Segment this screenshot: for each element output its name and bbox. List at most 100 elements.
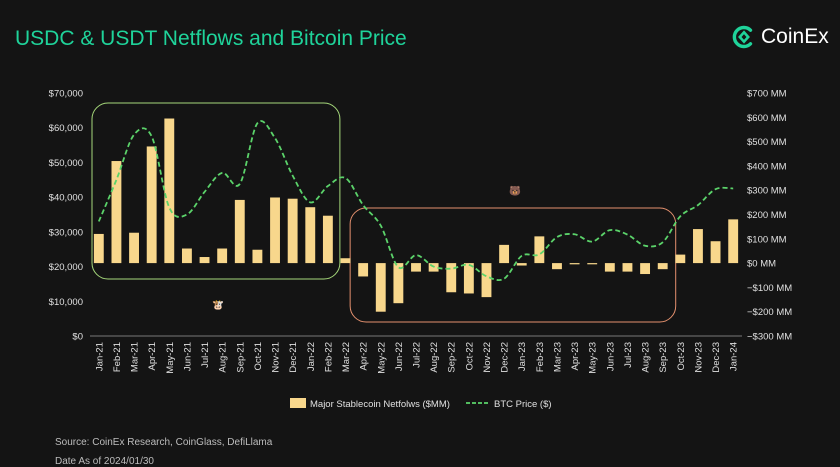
netflow-bar	[129, 232, 139, 264]
netflow-bar	[322, 215, 333, 264]
x-tick-label: Mar-23	[552, 342, 563, 372]
netflow-bar	[252, 249, 263, 264]
y-right-tick-label: −$100 MM	[747, 283, 792, 294]
x-tick-label: Dec-21	[288, 342, 299, 373]
brand-name: CoinEx	[761, 25, 829, 48]
x-tick-label: Jul-23	[623, 342, 634, 368]
netflow-bar	[164, 118, 175, 264]
netflow-bar	[93, 233, 104, 264]
legend-bar-label: Major Stablecoin Netfolws ($MM)	[310, 399, 450, 410]
legend-bar-swatch	[290, 398, 306, 408]
x-tick-label: Sep-22	[447, 342, 458, 373]
x-tick-label: Feb-21	[112, 342, 123, 372]
x-tick-label: Nov-22	[482, 342, 493, 373]
y-right-tick-label: $0 MM	[747, 259, 776, 270]
x-tick-label: Jun-21	[182, 342, 193, 371]
y-right-tick-label: $100 MM	[747, 234, 787, 245]
coinex-logo-icon	[732, 25, 753, 49]
netflow-bar	[728, 219, 739, 264]
netflow-bar	[181, 248, 192, 264]
x-tick-label: May-23	[588, 342, 599, 374]
x-tick-label: Jan-21	[94, 342, 105, 371]
y-right-tick-label: $600 MM	[747, 113, 787, 124]
x-tick-label: Feb-23	[535, 342, 546, 372]
netflow-bar	[340, 258, 351, 264]
x-tick-label: Aug-21	[218, 342, 229, 373]
netflow-bar	[499, 244, 510, 264]
netflow-bar	[675, 254, 686, 264]
btc-price-line	[97, 120, 734, 282]
netflow-bar	[516, 263, 527, 266]
x-tick-label: Jan-24	[729, 342, 740, 371]
netflow-bar	[287, 198, 298, 264]
netflow-bar	[604, 263, 615, 272]
y-right-tick-label: $500 MM	[747, 137, 787, 148]
bear-emoji: 🐻	[509, 185, 521, 197]
netflow-bar	[199, 257, 210, 264]
x-tick-label: Feb-22	[323, 342, 334, 372]
x-tick-label: Sep-21	[235, 342, 246, 373]
legend-line-label: BTC Price ($)	[494, 399, 552, 410]
x-tick-label: Nov-23	[693, 342, 704, 373]
y-left-tick-label: $0	[72, 332, 83, 343]
netflow-bar	[552, 263, 562, 270]
x-tick-label: Dec-23	[711, 342, 722, 373]
x-tick-label: Mar-21	[130, 342, 141, 372]
netflow-bar	[375, 263, 386, 312]
netflow-bar	[393, 263, 404, 304]
x-tick-label: Oct-22	[464, 342, 475, 371]
netflow-bar	[534, 236, 545, 264]
y-left-tick-label: $60,000	[49, 123, 83, 134]
netflow-bar	[305, 207, 316, 264]
x-tick-label: Aug-22	[429, 342, 440, 373]
netflow-bar	[657, 263, 668, 270]
netflow-bar	[234, 199, 245, 264]
x-tick-label: Jan-23	[517, 342, 528, 371]
x-tick-label: Jun-22	[394, 342, 405, 371]
bear-market-box	[349, 207, 677, 323]
netflow-bar	[693, 229, 703, 264]
y-right-tick-label: $400 MM	[747, 161, 787, 172]
y-left-tick-label: $30,000	[49, 227, 83, 238]
x-tick-label: Aug-23	[641, 342, 652, 373]
bull-market-box	[91, 102, 341, 280]
date-note: Date As of 2024/01/30	[55, 456, 154, 467]
x-tick-label: May-22	[376, 342, 387, 374]
x-tick-label: Apr-21	[147, 342, 158, 371]
source-note: Source: CoinEx Research, CoinGlass, Defi…	[55, 437, 273, 448]
x-tick-label: Sep-23	[658, 342, 669, 373]
netflow-btc-chart: $0 $10,000 $20,000 $30,000 $40,000 $50,000 $60…	[49, 89, 793, 411]
y-right-tick-label: $700 MM	[747, 89, 787, 100]
x-tick-label: Apr-22	[359, 342, 370, 371]
brand-logo: CoinEx	[731, 24, 829, 50]
netflow-bar	[146, 146, 157, 264]
y-left-tick-label: $40,000	[49, 193, 83, 204]
y-left-tick-label: $20,000	[49, 262, 83, 273]
netflow-bar	[481, 263, 492, 298]
x-tick-label: Jul-22	[412, 342, 423, 368]
netflow-bar	[358, 263, 369, 277]
y-left-tick-label: $10,000	[49, 297, 83, 308]
netflow-bar	[587, 263, 598, 265]
y-right-tick-label: $300 MM	[747, 186, 787, 197]
netflow-bar	[270, 197, 280, 264]
x-tick-label: Jun-23	[605, 342, 616, 371]
netflow-bar	[446, 263, 457, 293]
y-right-tick-label: −$300 MM	[747, 332, 792, 343]
netflow-bar	[411, 263, 421, 272]
x-tick-label: Jul-21	[200, 342, 211, 368]
netflow-bar	[640, 263, 651, 275]
x-tick-label: Jan-22	[306, 342, 317, 371]
x-tick-label: Oct-23	[676, 342, 687, 371]
x-tick-label: Apr-23	[570, 342, 581, 371]
netflow-bar	[710, 241, 721, 264]
netflow-bar	[622, 263, 633, 272]
x-tick-label: May-21	[165, 342, 176, 374]
netflow-bar	[111, 161, 122, 264]
y-left-tick-label: $50,000	[49, 158, 83, 169]
y-right-tick-label: $200 MM	[747, 210, 787, 221]
x-tick-label: Mar-22	[341, 342, 352, 372]
x-tick-label: Oct-21	[253, 342, 264, 371]
x-tick-label: Nov-21	[271, 342, 282, 373]
